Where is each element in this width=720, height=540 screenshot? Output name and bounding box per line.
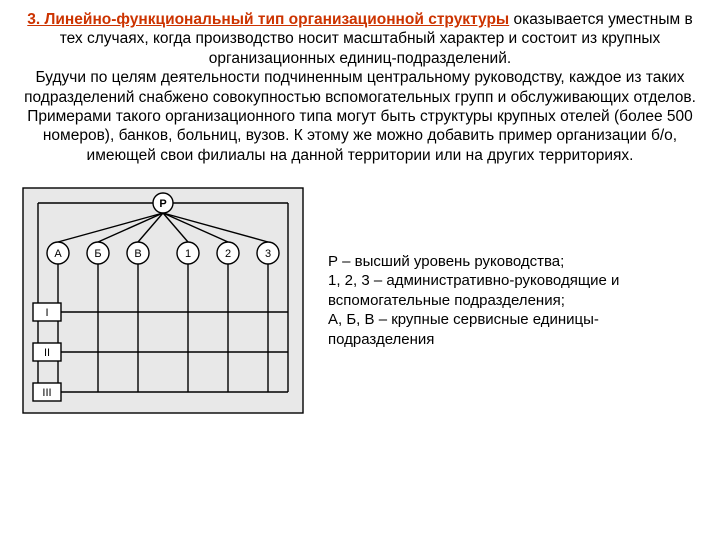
title: 3. Линейно-функциональный тип организаци… <box>27 11 509 28</box>
p3: Примерами такого организационного типа м… <box>18 107 702 165</box>
svg-text:3: 3 <box>265 248 271 260</box>
lower-section: РАБВ123IIIIII Р – высший уровень руковод… <box>18 183 702 418</box>
org-diagram: РАБВ123IIIIII <box>18 183 308 418</box>
svg-text:1: 1 <box>185 248 191 260</box>
svg-text:Р: Р <box>159 198 166 210</box>
svg-text:II: II <box>44 347 50 359</box>
text-block: 3. Линейно-функциональный тип организаци… <box>18 10 702 165</box>
svg-text:I: I <box>45 307 48 319</box>
p2: Будучи по целям деятельности подчиненным… <box>18 68 702 107</box>
legend-line-2: 1, 2, 3 – административно-руководящие и … <box>328 271 702 310</box>
svg-text:А: А <box>54 248 62 260</box>
svg-text:Б: Б <box>94 248 101 260</box>
svg-text:2: 2 <box>225 248 231 260</box>
legend: Р – высший уровень руководства; 1, 2, 3 … <box>328 252 702 350</box>
svg-text:III: III <box>42 387 51 399</box>
legend-line-3: А, Б, В – крупные сервисные единицы-подр… <box>328 310 702 349</box>
legend-line-1: Р – высший уровень руководства; <box>328 252 702 272</box>
svg-text:В: В <box>134 248 141 260</box>
